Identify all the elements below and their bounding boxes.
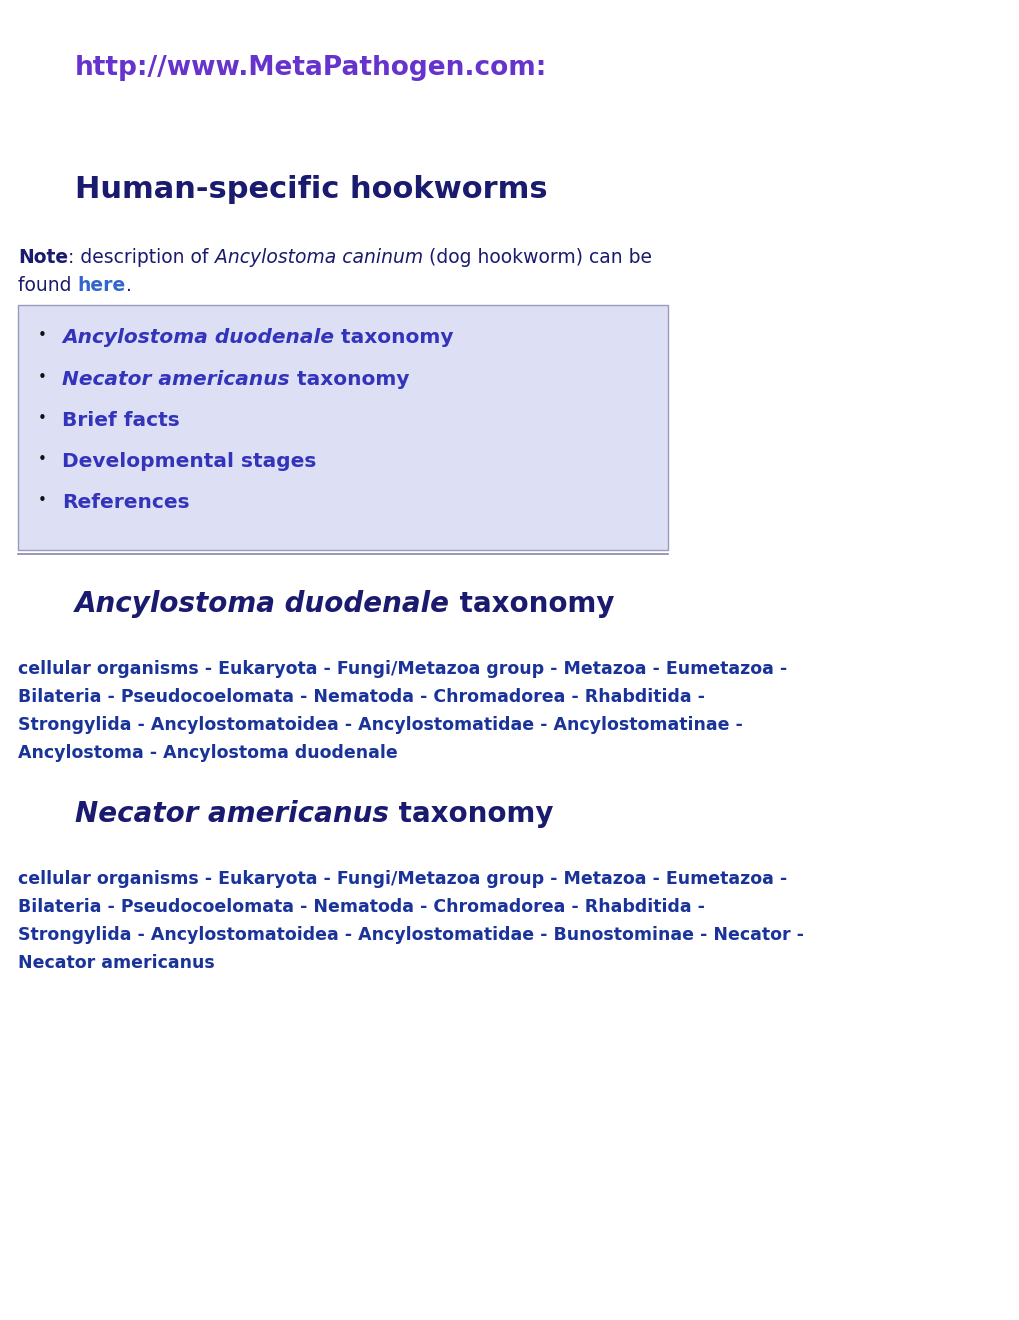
Text: Strongylida - Ancylostomatoidea - Ancylostomatidae - Bunostominae - Necator -: Strongylida - Ancylostomatoidea - Ancylo… (18, 927, 803, 944)
Text: •: • (38, 411, 47, 426)
Text: Bilateria - Pseudocoelomata - Nematoda - Chromadorea - Rhabditida -: Bilateria - Pseudocoelomata - Nematoda -… (18, 688, 704, 706)
Text: taxonomy: taxonomy (289, 370, 409, 389)
Text: found: found (18, 276, 77, 294)
Text: Developmental stages: Developmental stages (62, 451, 316, 471)
Text: taxonomy: taxonomy (388, 800, 553, 828)
Text: taxonomy: taxonomy (449, 590, 613, 618)
Text: References: References (62, 492, 190, 512)
Text: here: here (77, 276, 125, 294)
Text: Ancylostoma duodenale: Ancylostoma duodenale (62, 327, 333, 347)
Text: Ancylostoma duodenale: Ancylostoma duodenale (75, 590, 449, 618)
Text: Necator americanus: Necator americanus (75, 800, 388, 828)
Text: : description of: : description of (68, 248, 214, 267)
Text: Necator americanus: Necator americanus (18, 954, 215, 972)
Text: http://www.MetaPathogen.com:: http://www.MetaPathogen.com: (75, 55, 547, 81)
Text: •: • (38, 451, 47, 467)
Text: •: • (38, 492, 47, 508)
Text: •: • (38, 370, 47, 385)
Text: Brief facts: Brief facts (62, 411, 179, 430)
Text: Necator americanus: Necator americanus (62, 370, 289, 389)
Text: .: . (125, 276, 131, 294)
FancyBboxPatch shape (18, 305, 667, 550)
Text: Bilateria - Pseudocoelomata - Nematoda - Chromadorea - Rhabditida -: Bilateria - Pseudocoelomata - Nematoda -… (18, 898, 704, 916)
Text: Strongylida - Ancylostomatoidea - Ancylostomatidae - Ancylostomatinae -: Strongylida - Ancylostomatoidea - Ancylo… (18, 715, 742, 734)
Text: taxonomy: taxonomy (333, 327, 453, 347)
Text: Human-specific hookworms: Human-specific hookworms (75, 176, 547, 205)
Text: (dog hookworm) can be: (dog hookworm) can be (422, 248, 651, 267)
Text: cellular organisms - Eukaryota - Fungi/Metazoa group - Metazoa - Eumetazoa -: cellular organisms - Eukaryota - Fungi/M… (18, 660, 787, 678)
Text: Ancylostoma - Ancylostoma duodenale: Ancylostoma - Ancylostoma duodenale (18, 744, 397, 762)
Text: Ancylostoma caninum: Ancylostoma caninum (214, 248, 422, 267)
Text: Note: Note (18, 248, 68, 267)
Text: cellular organisms - Eukaryota - Fungi/Metazoa group - Metazoa - Eumetazoa -: cellular organisms - Eukaryota - Fungi/M… (18, 870, 787, 888)
Text: •: • (38, 327, 47, 343)
